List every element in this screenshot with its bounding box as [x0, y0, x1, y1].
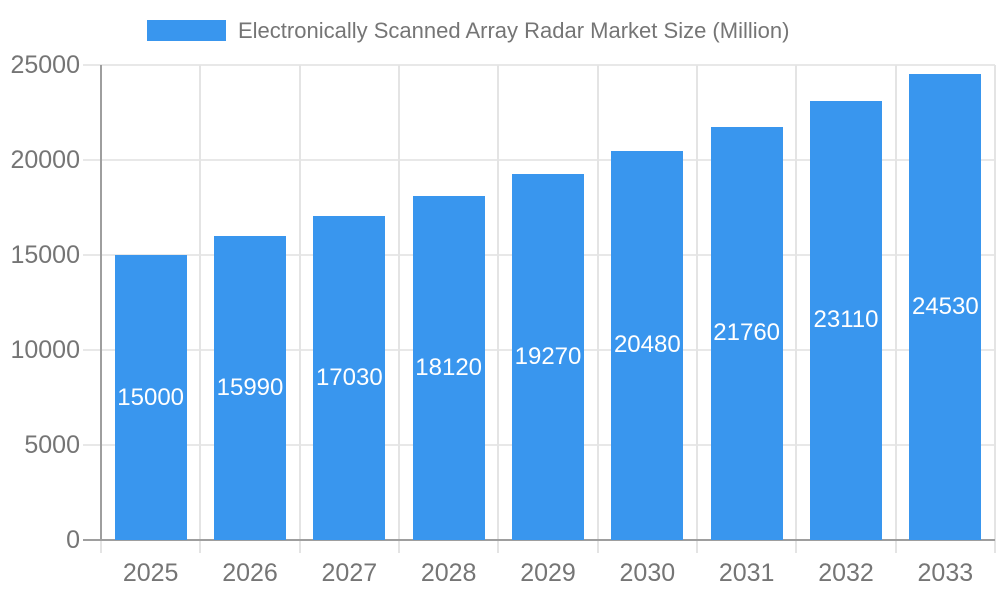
x-gridline	[398, 65, 400, 553]
legend-swatch	[147, 20, 226, 41]
x-axis-tick-label: 2030	[619, 559, 676, 587]
y-axis-tick-label: 0	[66, 526, 80, 554]
x-axis-tick-label: 2026	[222, 559, 278, 587]
bar-2029: 19270	[512, 173, 584, 540]
bar-value-label: 23110	[813, 306, 879, 334]
bar-2031: 21760	[710, 126, 783, 540]
x-axis-line	[83, 539, 995, 541]
x-axis-tick-label: 2027	[321, 559, 378, 587]
x-gridline	[795, 65, 798, 553]
y-axis-tick-label: 15000	[10, 241, 80, 269]
bar-2033: 24530	[909, 73, 982, 540]
x-gridline	[497, 65, 500, 553]
bar-2032: 23110	[810, 100, 882, 540]
x-axis-tick-label: 2029	[520, 559, 576, 587]
x-axis-tick-label: 2032	[818, 559, 874, 587]
x-axis-tick-label: 2025	[122, 559, 179, 587]
y-axis-tick-label: 10000	[10, 336, 80, 364]
x-axis-tick-label: 2031	[718, 559, 775, 587]
bar-value-label: 24530	[911, 292, 979, 320]
bar-2025: 15000	[114, 255, 187, 540]
x-gridline	[199, 65, 202, 553]
bar-value-label: 19270	[514, 342, 582, 370]
bar-value-label: 20480	[613, 331, 681, 359]
legend-label: Electronically Scanned Array Radar Marke…	[238, 18, 790, 43]
bar-value-label: 15000	[117, 383, 185, 411]
x-gridline	[596, 65, 599, 553]
x-gridline	[696, 65, 698, 553]
x-gridline	[894, 65, 897, 553]
x-gridline	[994, 65, 996, 553]
bar-value-label: 15990	[216, 374, 284, 402]
y-axis-tick-label: 20000	[10, 146, 80, 174]
bar-2026: 15990	[214, 236, 286, 540]
x-axis-tick-label: 2028	[420, 559, 477, 587]
y-axis-line	[100, 65, 102, 540]
x-gridline	[298, 65, 301, 553]
y-gridline	[83, 64, 995, 66]
bar-2028: 18120	[412, 195, 485, 540]
bar-2027: 17030	[313, 216, 386, 540]
bar-value-label: 17030	[315, 364, 383, 392]
x-axis-tick-label: 2033	[917, 559, 974, 587]
y-axis-tick-label: 5000	[24, 431, 80, 459]
bar-2030: 20480	[611, 150, 684, 540]
bar-value-label: 21760	[713, 319, 781, 347]
y-axis-tick-label: 25000	[10, 51, 80, 79]
bar-value-label: 18120	[415, 353, 483, 381]
y-gridline	[83, 159, 995, 161]
